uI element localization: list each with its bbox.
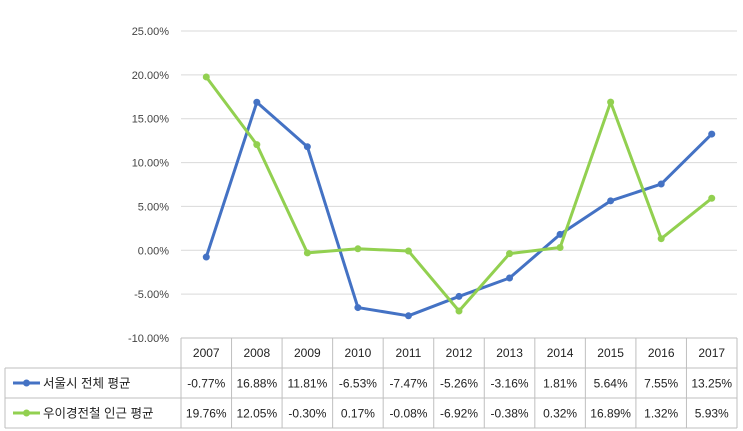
data-label: 0.32% xyxy=(543,407,577,421)
data-label: 13.25% xyxy=(691,377,732,391)
legend-key-marker xyxy=(23,409,30,417)
data-point xyxy=(404,312,412,320)
category-label: 2013 xyxy=(496,346,523,360)
data-label: 1.81% xyxy=(543,377,577,391)
data-point xyxy=(404,247,412,255)
y-tick-label: -10.00% xyxy=(128,333,169,345)
data-point xyxy=(506,274,514,282)
data-point xyxy=(506,250,514,258)
y-tick-label: -5.00% xyxy=(134,289,169,301)
data-point xyxy=(607,197,615,205)
data-label: 5.64% xyxy=(594,377,628,391)
data-point xyxy=(354,245,362,253)
category-label: 2015 xyxy=(597,346,624,360)
data-point xyxy=(253,141,261,149)
category-label: 2014 xyxy=(547,346,574,360)
data-point xyxy=(303,143,311,151)
data-point xyxy=(556,230,564,238)
category-label: 2017 xyxy=(698,346,725,360)
data-label: -3.16% xyxy=(491,377,529,391)
legend-label: 서울시 전체 평균 xyxy=(43,377,130,391)
data-label: 16.88% xyxy=(236,377,277,391)
data-label: -6.53% xyxy=(339,377,377,391)
data-point xyxy=(455,307,463,315)
category-label: 2008 xyxy=(243,346,270,360)
data-label: -0.08% xyxy=(389,407,427,421)
data-point xyxy=(354,304,362,312)
data-point xyxy=(708,130,716,138)
category-label: 2007 xyxy=(193,346,220,360)
data-point xyxy=(303,249,311,257)
data-label: -6.92% xyxy=(440,407,478,421)
data-point xyxy=(202,73,210,81)
category-label: 2010 xyxy=(345,346,372,360)
data-label: 7.55% xyxy=(644,377,678,391)
legend-label: 우이경전철 인근 평균 xyxy=(43,407,153,421)
data-label: 5.93% xyxy=(695,407,729,421)
data-point xyxy=(607,98,615,106)
y-tick-label: 5.00% xyxy=(138,201,169,213)
data-label: -0.30% xyxy=(288,407,326,421)
y-tick-label: 20.00% xyxy=(132,70,170,82)
category-label: 2011 xyxy=(396,346,422,360)
data-label: 11.81% xyxy=(287,377,327,391)
y-tick-label: 10.00% xyxy=(132,158,170,170)
data-point xyxy=(202,253,210,261)
legend-key-marker xyxy=(23,379,30,387)
data-label: 19.76% xyxy=(186,407,227,421)
data-point xyxy=(657,180,665,188)
data-point xyxy=(455,292,463,300)
data-label: -0.38% xyxy=(491,407,529,421)
y-tick-label: 15.00% xyxy=(132,114,170,126)
data-label: -0.77% xyxy=(187,377,225,391)
data-point xyxy=(556,243,564,251)
category-label: 2016 xyxy=(648,346,675,360)
data-point xyxy=(253,98,261,106)
data-point xyxy=(657,235,665,243)
y-tick-label: 25.00% xyxy=(132,26,170,38)
category-label: 2012 xyxy=(446,346,473,360)
category-label: 2009 xyxy=(294,346,321,360)
data-point xyxy=(708,194,716,202)
data-label: 12.05% xyxy=(236,407,277,421)
y-tick-label: 0.00% xyxy=(138,245,169,257)
data-label: -7.47% xyxy=(389,377,427,391)
data-label: 1.32% xyxy=(644,407,678,421)
series-line xyxy=(204,100,714,318)
data-label: 16.89% xyxy=(590,407,631,421)
data-label: -5.26% xyxy=(440,377,478,391)
data-label: 0.17% xyxy=(341,407,375,421)
